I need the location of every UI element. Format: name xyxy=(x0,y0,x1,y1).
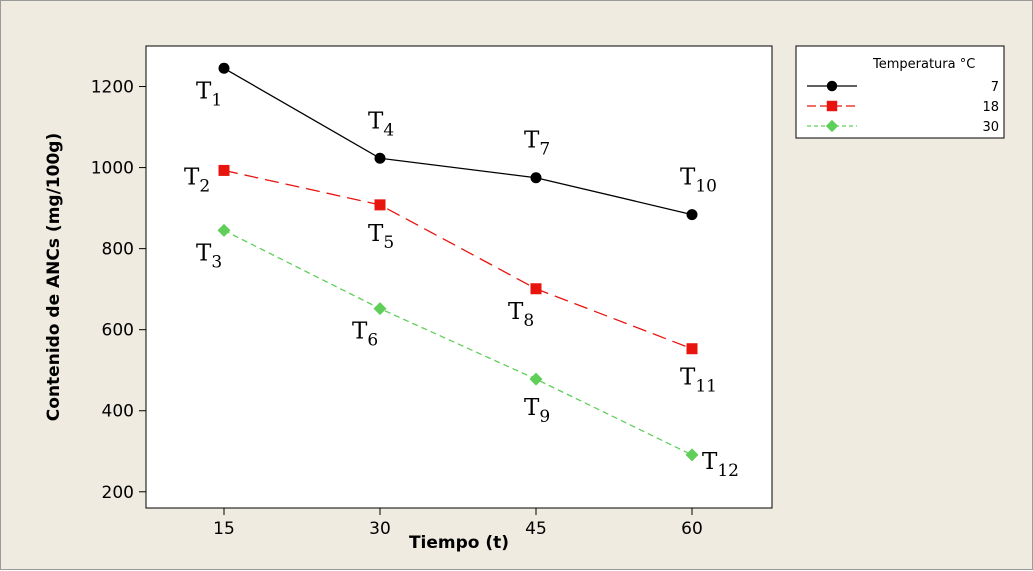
y-axis-label: Contenido de ANCs (mg/100g) xyxy=(44,133,64,421)
series-line xyxy=(223,229,693,456)
data-point xyxy=(686,343,698,355)
point-label: T12 xyxy=(702,449,739,481)
x-axis-label: Tiempo (t) xyxy=(409,533,509,553)
x-tick-label: 30 xyxy=(369,519,391,539)
legend-label: 18 xyxy=(982,100,999,115)
point-label: T10 xyxy=(680,165,717,197)
legend-label: 7 xyxy=(991,80,999,95)
data-point xyxy=(530,172,542,184)
y-tick-label: 1000 xyxy=(91,159,134,179)
point-label: T5 xyxy=(368,221,394,253)
data-point xyxy=(218,62,230,74)
point-label: T3 xyxy=(196,240,222,272)
legend-entries: 7 18 30 xyxy=(807,80,999,135)
legend-label: 30 xyxy=(982,120,999,135)
y-tick-label: 600 xyxy=(102,321,134,341)
legend-marker xyxy=(826,80,838,92)
data-point xyxy=(686,209,698,221)
y-tick-label: 400 xyxy=(102,402,134,422)
legend-entry-30: 30 xyxy=(807,119,999,135)
series-18 xyxy=(218,164,698,355)
data-point xyxy=(217,223,231,237)
y-tick-label: 200 xyxy=(102,483,134,503)
y-axis: 200 400 600 800 1000 1200 xyxy=(91,78,146,503)
legend: Temperatura °C 7 18 30 xyxy=(795,45,1005,139)
series-layer xyxy=(217,62,699,462)
point-label: T8 xyxy=(508,299,534,331)
point-label: T1 xyxy=(196,78,222,110)
x-axis: 15 30 45 60 xyxy=(213,508,703,539)
point-label: T6 xyxy=(352,319,378,351)
x-tick-label: 60 xyxy=(681,519,703,539)
point-label: T2 xyxy=(184,164,210,196)
point-label: T7 xyxy=(524,128,550,160)
legend-marker xyxy=(826,100,838,112)
legend-entry-18: 18 xyxy=(807,100,999,115)
x-tick-label: 45 xyxy=(525,519,547,539)
point-label: T11 xyxy=(680,365,717,397)
data-point xyxy=(218,164,230,176)
point-label: T9 xyxy=(524,395,550,427)
series-7 xyxy=(218,62,698,221)
data-point xyxy=(374,199,386,211)
series-line xyxy=(223,67,693,216)
data-point xyxy=(530,283,542,295)
y-tick-label: 800 xyxy=(102,240,134,260)
plot-area xyxy=(145,45,773,509)
legend-title: Temperatura °C xyxy=(872,57,975,72)
x-tick-label: 15 xyxy=(213,519,235,539)
data-point xyxy=(373,302,387,316)
series-30 xyxy=(217,223,699,462)
data-point xyxy=(685,448,699,462)
data-point xyxy=(529,372,543,386)
legend-entry-7: 7 xyxy=(807,80,999,95)
legend-marker xyxy=(825,119,839,133)
point-label: T4 xyxy=(368,108,394,140)
annotation-layer: T1 T4 T7 T10 T2 T5 T8 T11 T3 T6 T9 T12 xyxy=(184,78,739,481)
y-tick-label: 1200 xyxy=(91,78,134,98)
series-line xyxy=(223,169,693,350)
data-point xyxy=(374,152,386,164)
